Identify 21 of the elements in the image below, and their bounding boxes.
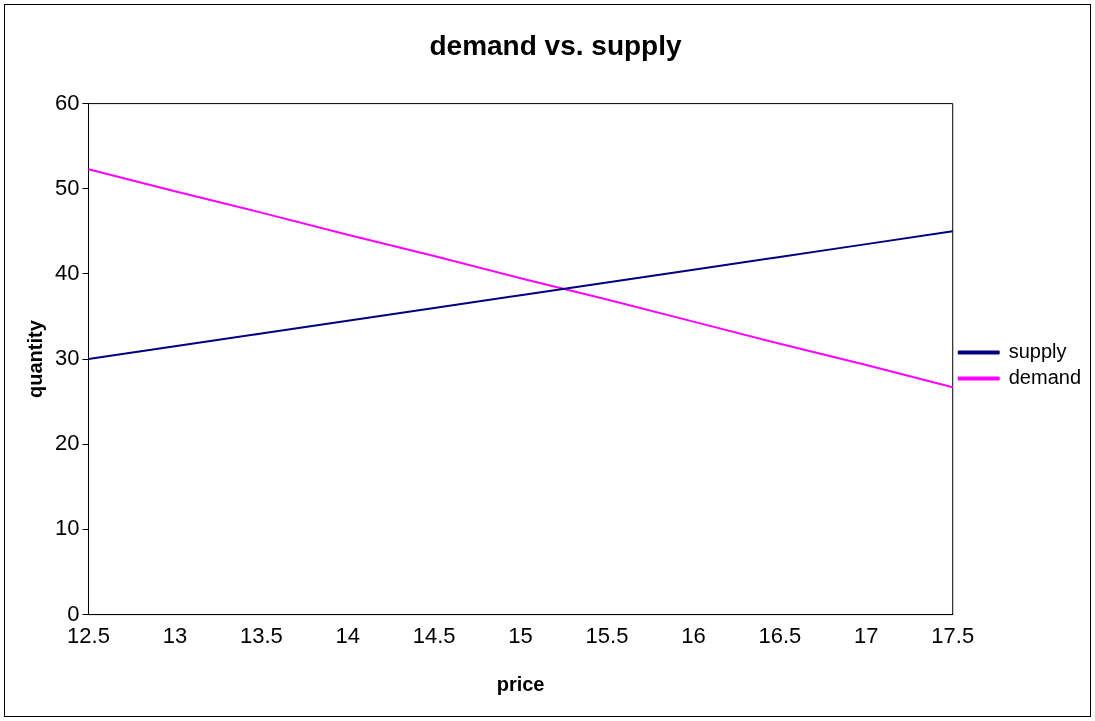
y-tick-label: 20: [54, 430, 80, 456]
x-tick-label: 17.5: [931, 622, 975, 648]
x-tick-label: 15: [508, 622, 533, 648]
x-tick-label: 14: [335, 622, 360, 648]
x-tick-label: 14.5: [412, 622, 456, 648]
x-tick-label: 13: [162, 622, 188, 648]
x-tick-label: 15.5: [585, 622, 629, 648]
x-tick-label: 17: [854, 622, 879, 648]
y-axis-title: quantity: [23, 319, 46, 398]
y-tick-label: 30: [54, 345, 80, 371]
y-tick-label: 40: [54, 260, 80, 285]
chart-title: demand vs. supply: [429, 29, 682, 61]
legend-label: demand: [1008, 366, 1082, 389]
x-tick-label: 16: [681, 622, 706, 648]
legend-label: supply: [1008, 340, 1067, 363]
y-tick-label: 10: [54, 515, 80, 541]
y-tick-label: 60: [54, 89, 80, 115]
y-tick-label: 50: [54, 174, 80, 200]
x-tick-label: 16.5: [758, 622, 802, 648]
x-axis-title: price: [496, 672, 545, 695]
x-tick-label: 13.5: [239, 622, 283, 648]
